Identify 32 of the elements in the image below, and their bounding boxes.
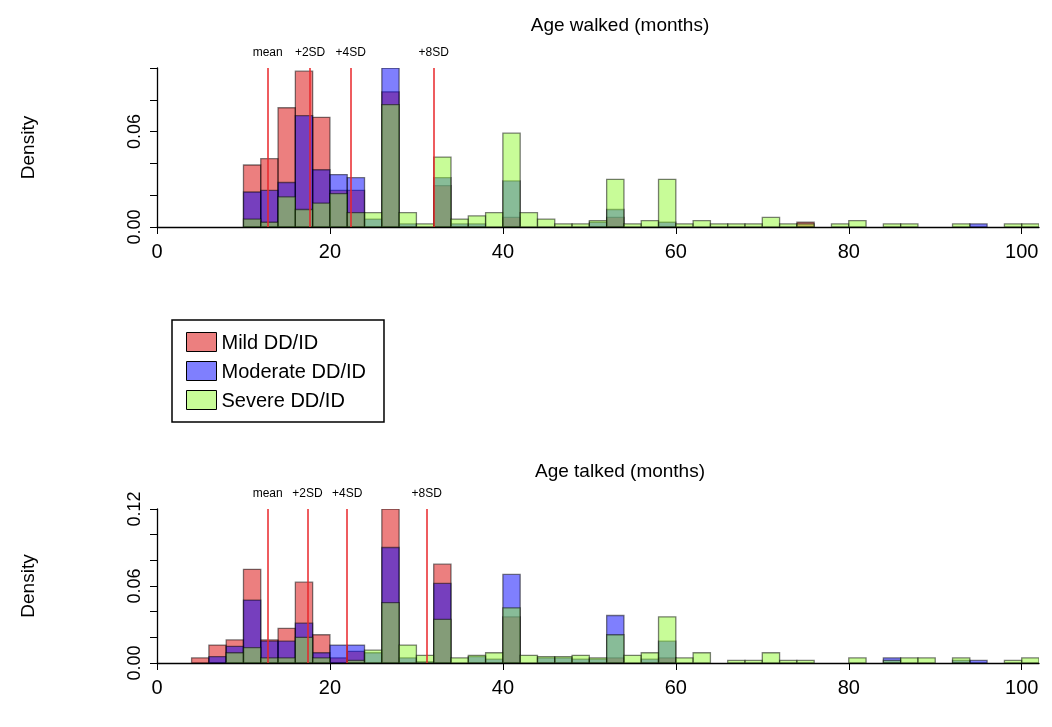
ref-line-label: +8SD bbox=[418, 45, 450, 59]
ref-line-label: mean bbox=[252, 486, 283, 500]
chart-title: Age talked (months) bbox=[534, 460, 706, 481]
x-tick-label: 80 bbox=[837, 240, 860, 262]
y-axis-title: Density bbox=[17, 553, 38, 618]
x-tick-label: 80 bbox=[837, 676, 860, 698]
legend-label: Severe DD/ID bbox=[221, 389, 345, 411]
y-tick-label: 0.06 bbox=[124, 114, 144, 150]
legend-label: Mild DD/ID bbox=[221, 331, 319, 353]
x-tick-label: 0 bbox=[151, 676, 163, 698]
y-tick-label: 0.12 bbox=[124, 491, 144, 527]
x-tick-label: 0 bbox=[151, 240, 163, 262]
y-axis-title: Density bbox=[17, 115, 38, 180]
x-tick-label: 60 bbox=[664, 676, 687, 698]
ref-line-label: +2SD bbox=[292, 486, 323, 500]
x-tick-label: 100 bbox=[1005, 240, 1039, 262]
x-tick-label: 60 bbox=[664, 240, 687, 262]
y-tick-label: 0.06 bbox=[124, 568, 144, 604]
ref-line-label: +8SD bbox=[411, 486, 443, 500]
x-tick-label: 40 bbox=[491, 676, 515, 698]
y-tick-label: 0.00 bbox=[124, 645, 144, 681]
x-tick-label: 100 bbox=[1005, 676, 1039, 698]
x-tick-label: 20 bbox=[318, 240, 342, 262]
legend-label: Moderate DD/ID bbox=[221, 360, 366, 382]
ref-line-label: +4SD bbox=[332, 486, 363, 500]
x-tick-label: 40 bbox=[491, 240, 515, 262]
ref-line-label: +2SD bbox=[294, 45, 326, 59]
ref-line-label: +4SD bbox=[335, 45, 367, 59]
ref-line-label: mean bbox=[252, 45, 283, 59]
chart-title: Age walked (months) bbox=[530, 14, 710, 35]
x-tick-label: 20 bbox=[318, 676, 342, 698]
y-tick-label: 0.00 bbox=[124, 209, 144, 245]
